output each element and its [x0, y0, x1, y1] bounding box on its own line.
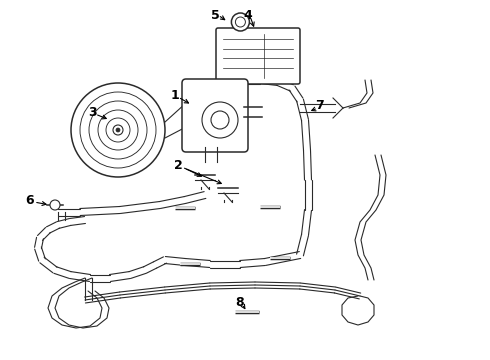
Circle shape [116, 128, 120, 132]
Circle shape [202, 102, 238, 138]
Circle shape [71, 83, 165, 177]
Circle shape [211, 111, 229, 129]
Circle shape [50, 200, 60, 210]
FancyBboxPatch shape [216, 28, 300, 84]
Circle shape [231, 13, 249, 31]
FancyBboxPatch shape [182, 79, 248, 152]
Text: 4: 4 [244, 9, 252, 22]
Text: 1: 1 [171, 89, 179, 102]
Text: 6: 6 [25, 194, 34, 207]
Circle shape [113, 125, 123, 135]
Text: 8: 8 [236, 296, 245, 309]
Circle shape [235, 17, 245, 27]
Text: 7: 7 [316, 99, 324, 112]
Text: 2: 2 [173, 158, 182, 171]
Text: 3: 3 [88, 105, 97, 118]
Text: 5: 5 [211, 9, 220, 22]
